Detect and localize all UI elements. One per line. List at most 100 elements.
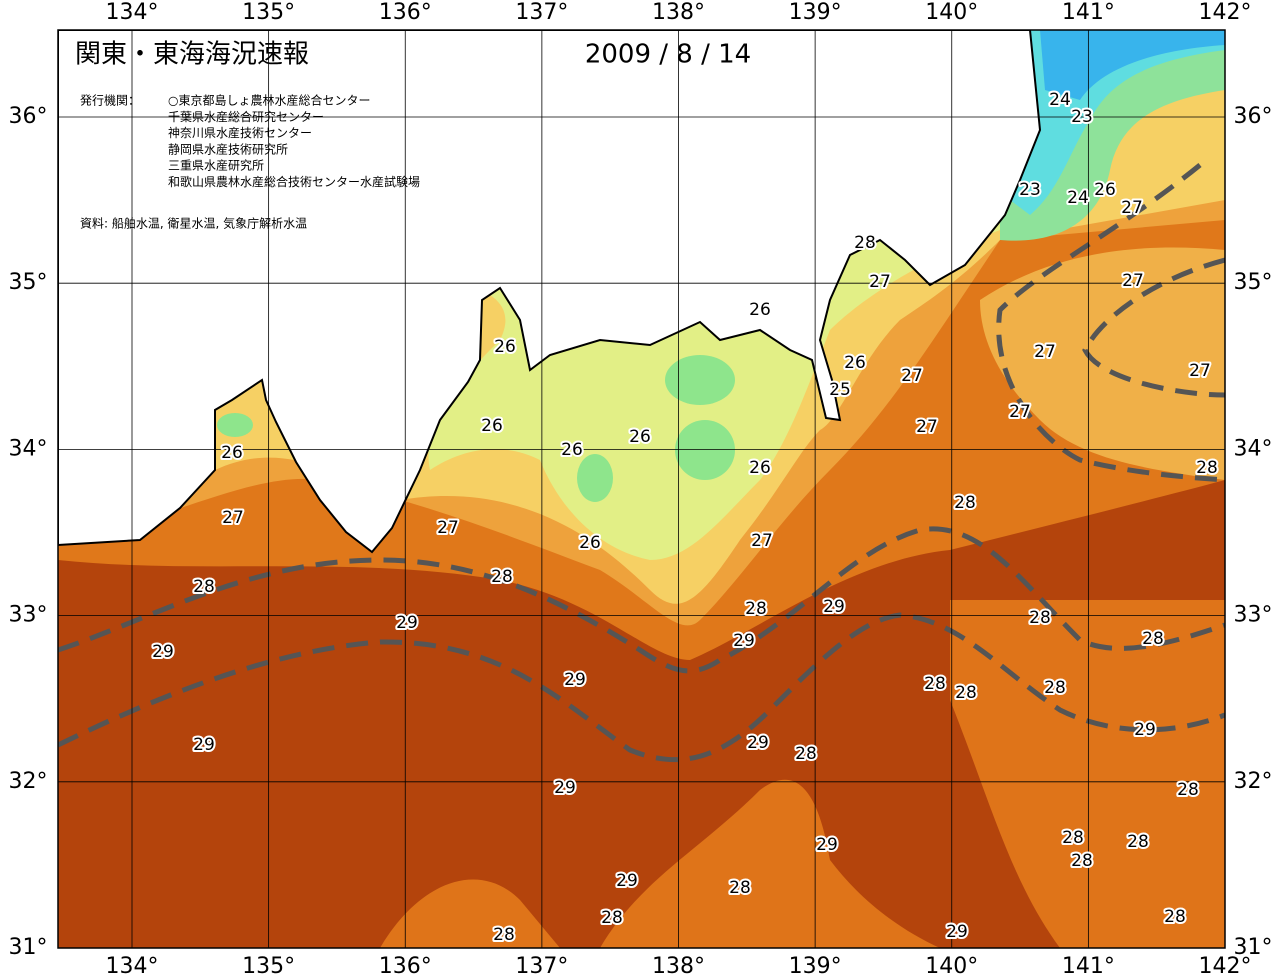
contour-label: 28 (854, 233, 876, 253)
contour-label: 29 (733, 631, 755, 651)
lat-label-left: 36° (9, 104, 48, 129)
contour-label: 26 (1094, 180, 1116, 200)
lon-label-bottom: 142° (1199, 954, 1252, 979)
contour-label: 26 (579, 533, 601, 553)
contour-label: 28 (745, 599, 767, 619)
lon-label-top: 139° (789, 0, 842, 25)
contour-label: 28 (924, 674, 946, 694)
map-title: 関東・東海海況速報 (75, 40, 309, 70)
lon-label-bottom: 137° (515, 954, 568, 979)
contour-label: 28 (955, 683, 977, 703)
contour-label: 28 (1196, 458, 1218, 478)
issuer: 和歌山県農林水産総合技術センター水産試験場 (168, 174, 420, 189)
contour-label: 26 (221, 443, 243, 463)
contour-label: 28 (1142, 629, 1164, 649)
contour-label: 28 (1029, 608, 1051, 628)
contour-label: 29 (1134, 720, 1156, 740)
contour-label: 27 (222, 508, 244, 528)
temperature-field (58, 30, 1225, 948)
sea-25 (665, 355, 735, 405)
sea-22 (1040, 30, 1225, 100)
lon-label-bottom: 135° (242, 954, 295, 979)
issuer-label: 発行機関： (80, 93, 140, 108)
lat-label-left: 35° (9, 270, 48, 295)
lat-label-right: 33° (1234, 603, 1273, 628)
source-note: 資料: 船舶水温, 衛星水温, 気象庁解析水温 (80, 216, 307, 231)
contour-label: 29 (193, 735, 215, 755)
contour-label: 28 (1044, 678, 1066, 698)
lon-label-bottom: 140° (925, 954, 978, 979)
contour-label: 27 (1034, 342, 1056, 362)
issuer: 神奈川県水産技術センター (168, 125, 312, 140)
contour-label: 27 (869, 272, 891, 292)
contour-label: 26 (629, 427, 651, 447)
sea-25 (675, 420, 735, 480)
contour-label: 23 (1019, 180, 1041, 200)
contour-label: 26 (749, 300, 771, 320)
kuroshio-path (58, 612, 1225, 763)
contour-label: 26 (844, 353, 866, 373)
contour-label: 29 (816, 835, 838, 855)
lat-label-left: 34° (9, 436, 48, 461)
lat-label-right: 36° (1234, 104, 1273, 129)
contour-label: 29 (396, 613, 418, 633)
contour-label: 27 (1009, 402, 1031, 422)
issuer: ○東京都島しょ農林水産総合センター (168, 93, 370, 108)
contour-label: 29 (554, 778, 576, 798)
issuer: 三重県水産研究所 (168, 158, 264, 173)
lon-label-top: 141° (1062, 0, 1115, 25)
sea-28 (380, 600, 1225, 948)
contour-label: 27 (916, 417, 938, 437)
issuer: 千葉県水産総合研究センター (168, 109, 324, 124)
contour-label: 28 (1164, 907, 1186, 927)
lon-label-bottom: 134° (106, 954, 159, 979)
contour-label: 23 (1071, 107, 1093, 127)
contour-label: 27 (1121, 198, 1143, 218)
contour-label: 27 (1189, 361, 1211, 381)
lon-label-bottom: 141° (1062, 954, 1115, 979)
contour-label: 27 (1122, 271, 1144, 291)
contour-label: 26 (749, 458, 771, 478)
contour-label: 26 (561, 440, 583, 460)
lon-label-top: 142° (1199, 0, 1252, 25)
lon-label-top: 140° (925, 0, 978, 25)
land (58, 30, 1042, 554)
contour-label: 29 (152, 642, 174, 662)
lon-label-bottom: 136° (379, 954, 432, 979)
lat-label-left: 33° (9, 603, 48, 628)
lon-label-top: 138° (652, 0, 705, 25)
contour-label: 28 (193, 577, 215, 597)
lat-label-left: 31° (9, 935, 48, 960)
lon-label-bottom: 139° (789, 954, 842, 979)
lon-label-bottom: 138° (652, 954, 705, 979)
contour-label: 28 (954, 493, 976, 513)
contour-label: 25 (829, 380, 851, 400)
contour-label: 26 (481, 416, 503, 436)
contour-label: 27 (901, 366, 923, 386)
lon-label-top: 136° (379, 0, 432, 25)
contour-label: 28 (601, 908, 623, 928)
contour-label: 27 (751, 531, 773, 551)
issuer: 静岡県水産技術研究所 (168, 141, 288, 156)
contour-label: 28 (729, 878, 751, 898)
contour-label: 24 (1049, 90, 1071, 110)
contour-label: 29 (946, 922, 968, 942)
lon-label-top: 135° (242, 0, 295, 25)
sea-25 (217, 413, 253, 437)
lat-label-right: 32° (1234, 769, 1273, 794)
contour-label: 29 (823, 597, 845, 617)
contour-label: 29 (616, 871, 638, 891)
lon-label-top: 137° (515, 0, 568, 25)
contour-label: 28 (1071, 851, 1093, 871)
map-frame (57, 29, 1226, 949)
lat-label-right: 31° (1234, 935, 1273, 960)
contour-label: 24 (1067, 188, 1089, 208)
lat-label-right: 34° (1234, 436, 1273, 461)
kuroshio-path (58, 526, 1225, 674)
contour-label: 29 (747, 733, 769, 753)
map-date: 2009 / 8 / 14 (585, 40, 751, 70)
contour-label: 28 (491, 567, 513, 587)
contour-label: 28 (1127, 832, 1149, 852)
